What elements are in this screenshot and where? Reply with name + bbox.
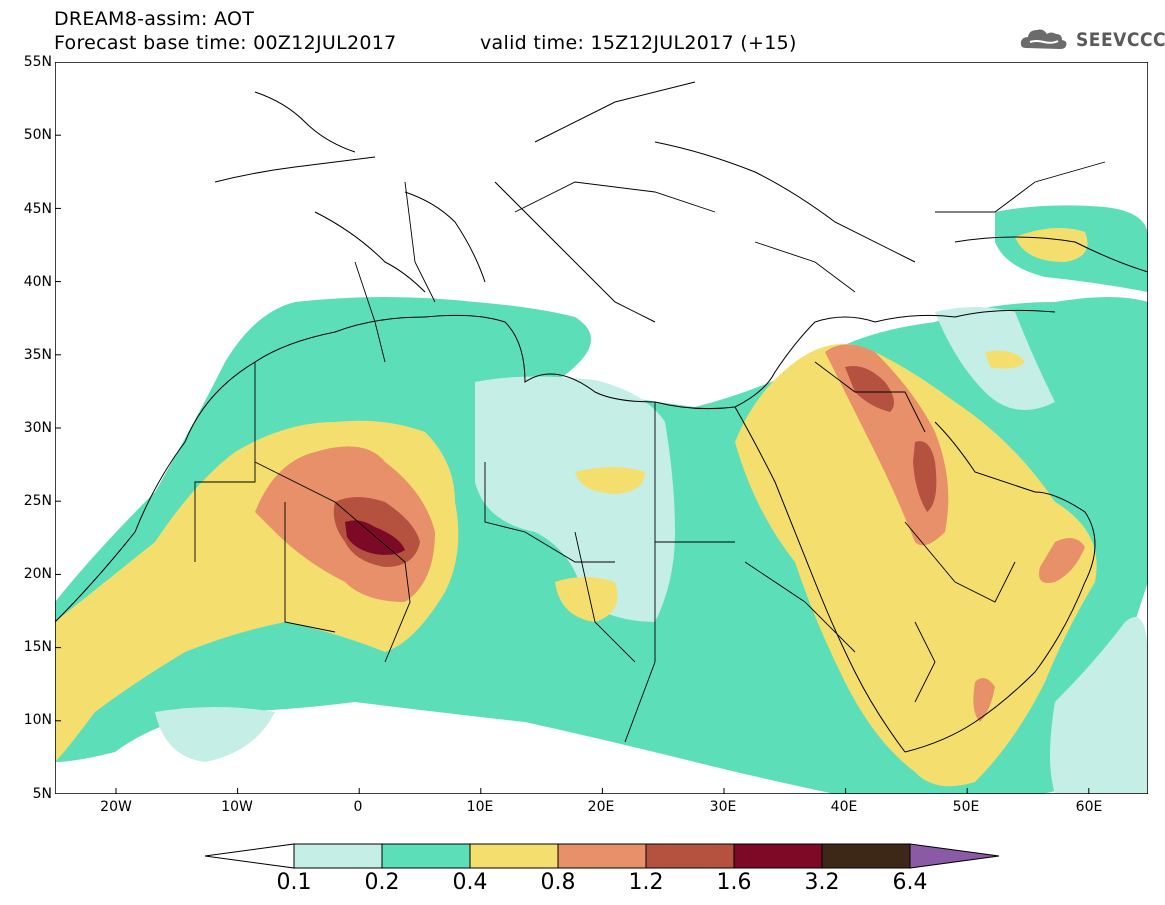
colorbar-swatch xyxy=(293,843,383,869)
lat-label: 20N xyxy=(23,566,52,582)
colorbar-swatch xyxy=(733,843,823,869)
colorbar-label: 1.6 xyxy=(716,870,752,895)
aot-band-crimson xyxy=(345,520,405,555)
colorbar-under-arrow xyxy=(205,843,295,869)
logo-text: SEEVCCC xyxy=(1076,29,1165,51)
lon-label: 0 xyxy=(353,799,363,815)
lat-label: 30N xyxy=(23,420,52,436)
colorbar-swatch xyxy=(645,843,735,869)
forecast-base-time: Forecast base time: 00Z12JUL2017 xyxy=(54,32,397,54)
aot-band-lightcyan xyxy=(155,307,1148,794)
aot-colorbar xyxy=(205,843,1000,869)
lon-label: 10W xyxy=(221,799,253,815)
lat-label: 5N xyxy=(32,786,52,802)
valid-time: valid time: 15Z12JUL2017 (+15) xyxy=(480,32,797,54)
axis-ticks xyxy=(55,62,1090,794)
colorbar-swatch xyxy=(557,843,647,869)
colorbar-swatch xyxy=(381,843,471,869)
lat-label: 45N xyxy=(23,201,52,217)
lat-label: 50N xyxy=(23,127,52,143)
colorbar-label: 0.8 xyxy=(540,870,576,895)
colorbar-label: 6.4 xyxy=(892,870,928,895)
aot-map xyxy=(55,62,1148,794)
country-borders xyxy=(194,161,1106,743)
seevccc-logo: SEEVCCC xyxy=(1018,24,1165,54)
colorbar-label: 1.2 xyxy=(628,870,664,895)
lat-label: 10N xyxy=(23,712,52,728)
lon-label: 20W xyxy=(100,799,132,815)
colorbar-label: 0.4 xyxy=(452,870,488,895)
lat-label: 35N xyxy=(23,347,52,363)
map-title: DREAM8-assim: AOT xyxy=(54,8,255,30)
lon-label: 50E xyxy=(952,799,980,815)
lat-label: 40N xyxy=(23,274,52,290)
colorbar-swatch xyxy=(821,843,911,869)
lon-label: 20E xyxy=(587,799,615,815)
lon-label: 40E xyxy=(830,799,858,815)
lon-label: 60E xyxy=(1075,799,1103,815)
colorbar-label: 0.1 xyxy=(276,870,312,895)
lon-label: 10E xyxy=(466,799,494,815)
cloud-icon xyxy=(1020,29,1067,49)
lat-label: 15N xyxy=(23,639,52,655)
colorbar-label: 0.2 xyxy=(364,870,400,895)
map-panel xyxy=(55,62,1148,794)
colorbar-over-arrow xyxy=(909,843,1000,869)
colorbar-swatch xyxy=(469,843,559,869)
lat-label: 55N xyxy=(23,54,52,70)
lat-label: 25N xyxy=(23,493,52,509)
coastlines xyxy=(55,81,1148,753)
colorbar-label: 3.2 xyxy=(804,870,840,895)
lon-label: 30E xyxy=(709,799,737,815)
